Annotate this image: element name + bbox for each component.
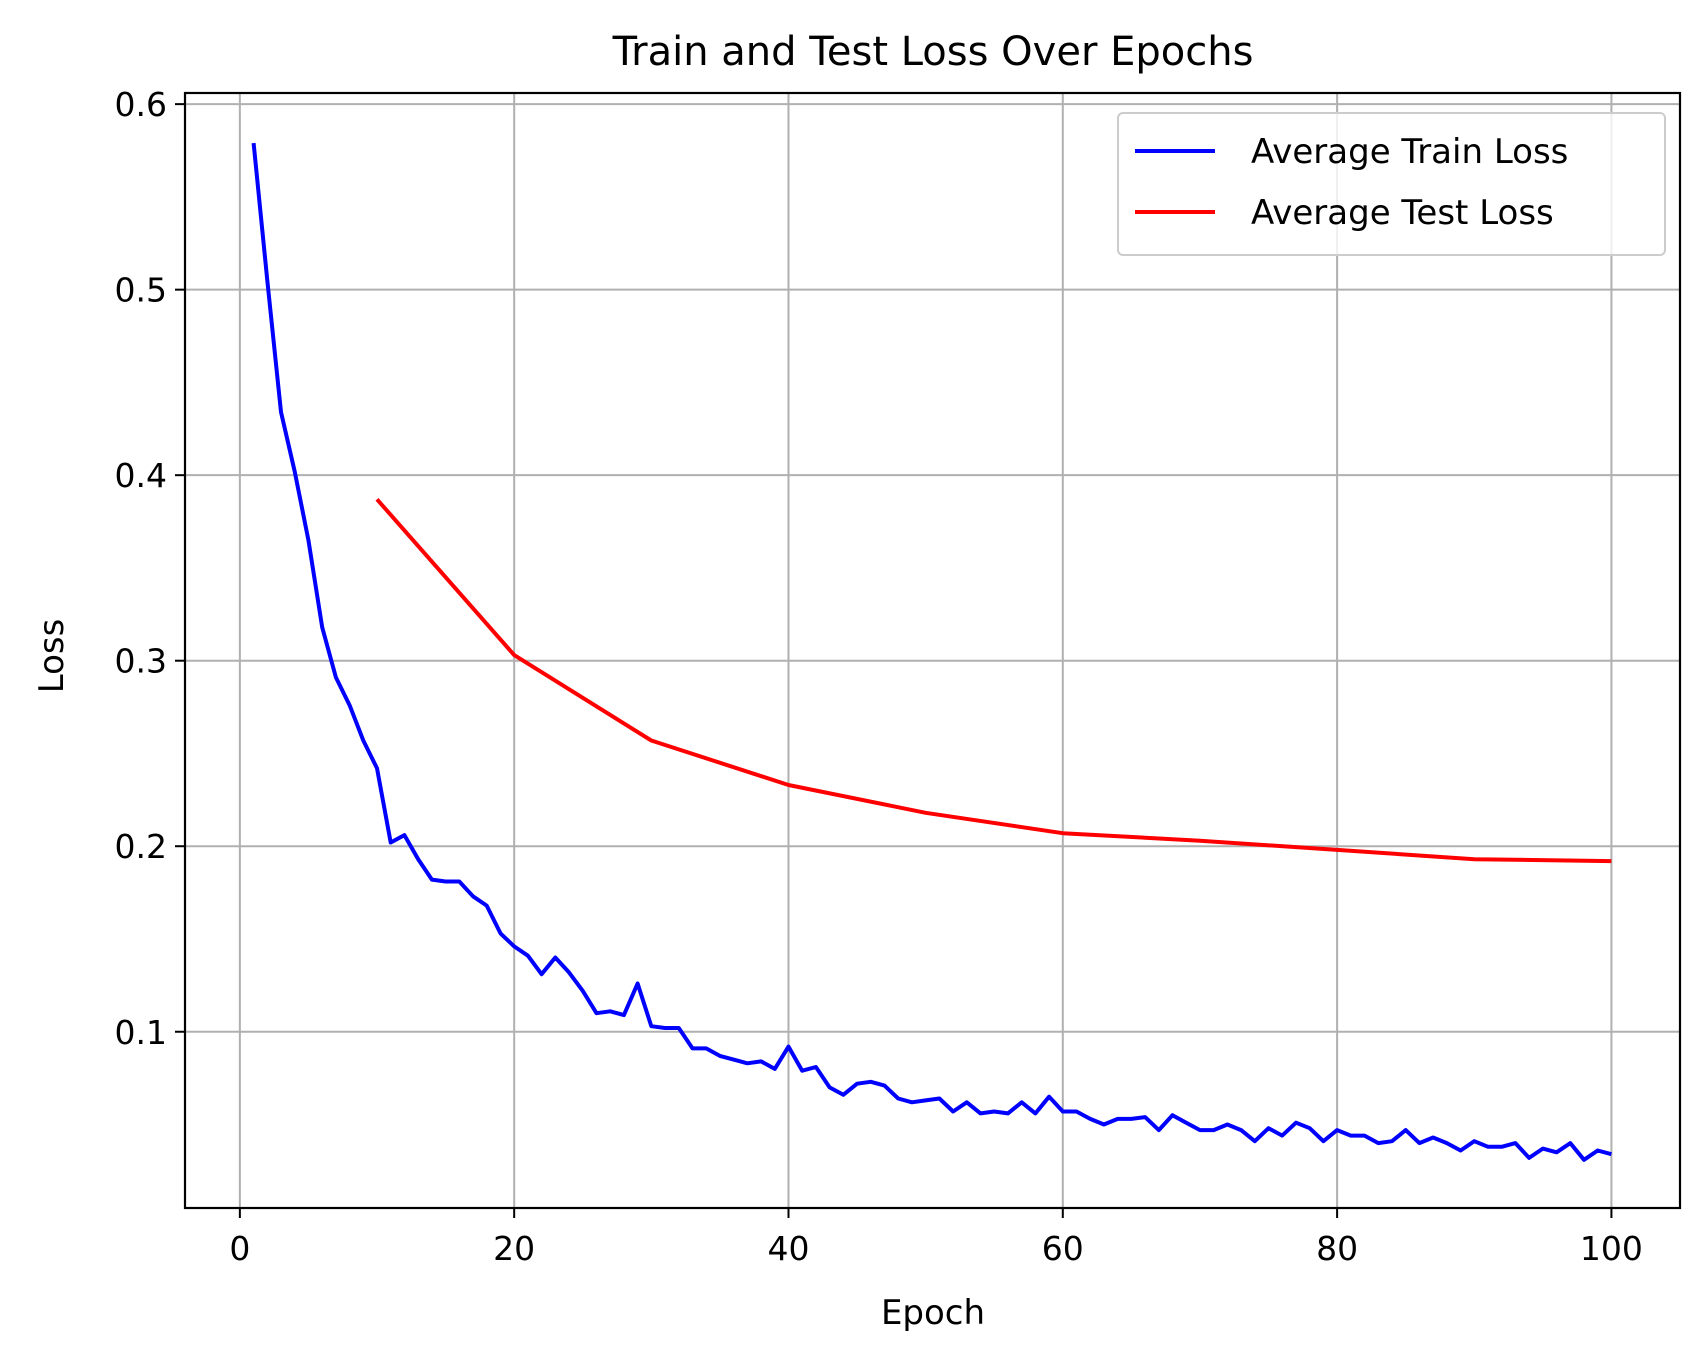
series-layer [251,142,1612,1162]
chart-title: Train and Test Loss Over Epochs [612,29,1254,75]
x-axis-label: Epoch [881,1293,985,1333]
x-tick-label: 60 [1042,1229,1084,1268]
series-line-test-loss [375,497,1612,864]
legend: Average Train Loss Average Test Loss [1117,112,1666,256]
y-tick-label: 0.3 [115,642,167,681]
legend-label: Average Train Loss [1251,132,1568,172]
x-tick-label: 20 [493,1229,535,1268]
x-tick-label: 80 [1316,1229,1358,1268]
x-tick-label: 0 [229,1229,250,1268]
x-tick-label: 40 [767,1229,809,1268]
y-axis-label: Loss [32,619,72,694]
grid-lines [185,93,1680,1208]
y-tick-label: 0.2 [115,827,167,866]
x-axis-ticks: 0 20 40 60 80 100 [229,1208,1643,1268]
y-tick-label: 0.1 [115,1013,167,1052]
legend-label: Average Test Loss [1251,193,1554,233]
y-tick-label: 0.5 [115,271,167,310]
y-tick-label: 0.6 [115,85,167,124]
legend-box [1117,112,1666,256]
y-tick-label: 0.4 [115,456,167,495]
series-line-train-loss [251,142,1612,1162]
y-axis-ticks: 0.1 0.2 0.3 0.4 0.5 0.6 [115,85,185,1052]
plot-frame [183,91,1682,1210]
x-tick-label: 100 [1580,1229,1643,1268]
